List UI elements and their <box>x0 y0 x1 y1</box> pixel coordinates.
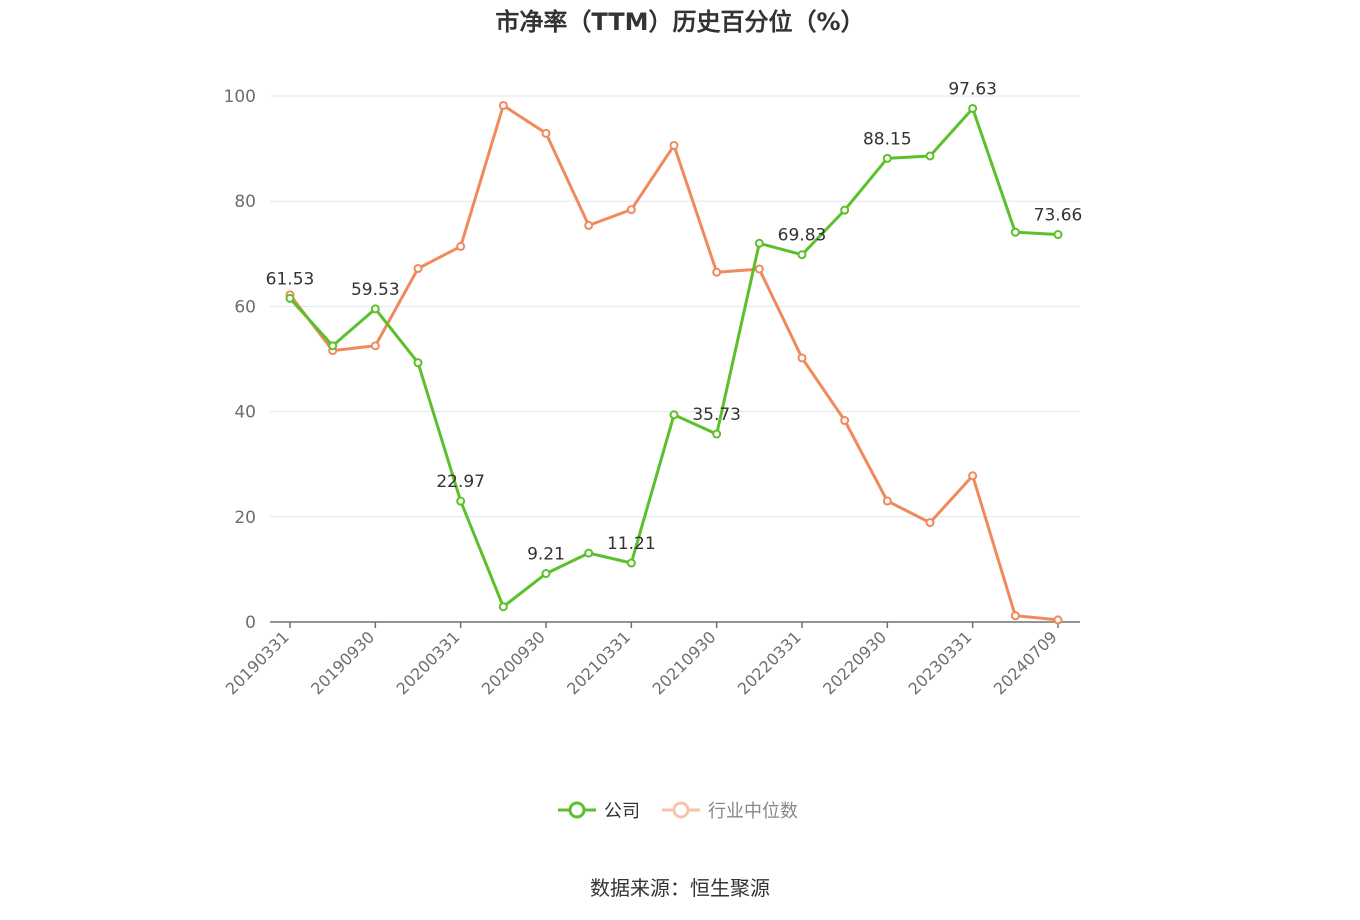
data-point <box>840 205 850 215</box>
data-point <box>669 140 679 150</box>
data-point <box>882 496 892 506</box>
legend: 公司 行业中位数 <box>558 801 798 822</box>
data-label: 59.53 <box>351 280 400 300</box>
series-line <box>288 107 1059 609</box>
x-tick-label: 20240709 <box>990 627 1061 698</box>
data-point <box>456 496 466 506</box>
x-tick-label: 20210331 <box>563 627 634 698</box>
data-point <box>541 128 551 138</box>
data-point <box>370 304 380 314</box>
data-label: 73.66 <box>1034 206 1083 226</box>
data-point <box>584 548 594 558</box>
data-point <box>626 558 636 568</box>
grid-lines <box>270 95 1080 518</box>
data-label: 11.21 <box>607 534 656 554</box>
x-tick-label: 20200331 <box>392 627 463 698</box>
data-label: 97.63 <box>948 79 997 99</box>
series-1 <box>285 100 1063 625</box>
x-tick-label: 20220331 <box>734 627 805 698</box>
data-point <box>456 241 466 251</box>
x-tick-label: 20200930 <box>478 627 549 698</box>
data-point <box>712 267 722 277</box>
chart-title: 市净率（TTM）历史百分位（%） <box>495 8 864 36</box>
data-point <box>413 264 423 274</box>
legend-item-0: 公司 <box>558 801 640 822</box>
legend-swatch-marker <box>672 801 690 819</box>
data-point <box>285 293 295 303</box>
data-point <box>925 151 935 161</box>
series-layer <box>285 100 1063 625</box>
data-point <box>797 353 807 363</box>
data-point <box>925 518 935 528</box>
data-point <box>754 264 764 274</box>
data-point <box>1010 611 1020 621</box>
x-tick-label: 20210930 <box>648 627 719 698</box>
y-tick-label: 40 <box>234 403 256 423</box>
data-point <box>626 205 636 215</box>
legend-swatch-marker <box>568 801 586 819</box>
data-point <box>968 103 978 113</box>
y-axis: 0 20 40 60 80 100 <box>224 87 256 633</box>
data-point <box>328 341 338 351</box>
data-point <box>584 220 594 230</box>
data-point <box>754 238 764 248</box>
data-labels: 61.53 59.53 22.97 9.21 11.21 35.73 69.83 88.15 9… <box>266 79 1083 564</box>
x-tick-label: 20230331 <box>904 627 975 698</box>
data-label: 61.53 <box>266 269 315 289</box>
data-source: 数据来源：恒生聚源 <box>590 876 770 900</box>
data-point <box>1053 615 1063 625</box>
data-label: 35.73 <box>692 405 741 425</box>
y-tick-label: 100 <box>224 87 256 107</box>
legend-label: 公司 <box>604 801 640 822</box>
data-label: 9.21 <box>527 545 565 565</box>
data-label: 88.15 <box>863 129 912 149</box>
y-tick-label: 80 <box>234 192 256 212</box>
data-point <box>413 358 423 368</box>
data-point <box>541 569 551 579</box>
x-tick-label: 20220930 <box>819 627 890 698</box>
series-0 <box>285 103 1063 612</box>
data-point <box>882 153 892 163</box>
data-point <box>840 416 850 426</box>
data-point <box>797 250 807 260</box>
x-tick-label: 20190930 <box>307 627 378 698</box>
data-point <box>712 429 722 439</box>
legend-label: 行业中位数 <box>708 801 798 822</box>
x-axis: 20190331 20190930 20200331 20200930 20210331… <box>222 621 1080 698</box>
data-point <box>1010 227 1020 237</box>
legend-item-1: 行业中位数 <box>662 801 798 822</box>
series-line <box>288 104 1059 622</box>
data-point <box>370 341 380 351</box>
data-point <box>1053 230 1063 240</box>
data-label: 69.83 <box>778 226 827 246</box>
data-point <box>498 100 508 110</box>
data-point <box>669 410 679 420</box>
x-tick-label: 20190331 <box>222 627 293 698</box>
data-label: 22.97 <box>436 472 485 492</box>
data-point <box>968 471 978 481</box>
y-tick-label: 0 <box>245 613 256 633</box>
y-tick-label: 60 <box>234 297 256 317</box>
data-point <box>498 602 508 612</box>
y-tick-label: 20 <box>234 508 256 528</box>
